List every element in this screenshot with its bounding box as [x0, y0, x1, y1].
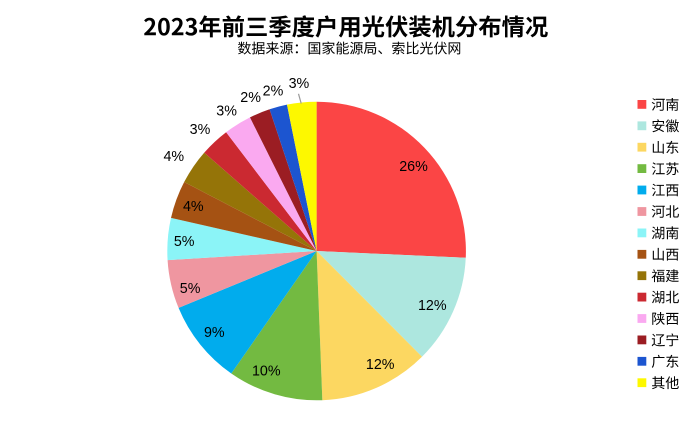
- svg-text:4%: 4%: [183, 199, 204, 215]
- svg-text:2%: 2%: [263, 83, 284, 99]
- svg-text:3%: 3%: [190, 122, 211, 138]
- svg-text:3%: 3%: [216, 103, 237, 119]
- svg-text:12%: 12%: [418, 298, 447, 314]
- svg-text:4%: 4%: [163, 149, 184, 165]
- svg-text:5%: 5%: [180, 281, 201, 297]
- svg-text:3%: 3%: [289, 76, 310, 92]
- svg-text:5%: 5%: [174, 234, 195, 250]
- svg-text:12%: 12%: [366, 357, 395, 373]
- svg-text:10%: 10%: [252, 364, 281, 380]
- svg-text:26%: 26%: [399, 159, 428, 175]
- svg-text:2%: 2%: [240, 90, 261, 106]
- svg-text:9%: 9%: [204, 325, 225, 341]
